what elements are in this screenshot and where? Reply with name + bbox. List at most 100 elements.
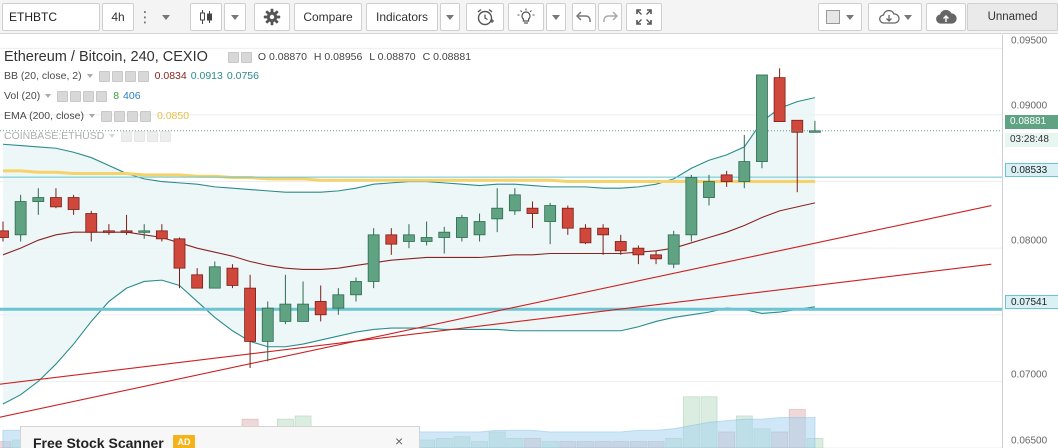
candle-body — [50, 197, 62, 208]
candle-body — [632, 247, 645, 256]
settings-icon[interactable] — [134, 130, 146, 142]
ohlc-o-value: 0.08870 — [269, 51, 307, 63]
caret-down-icon[interactable] — [109, 134, 116, 138]
price-axis[interactable]: 0.09500 0.09000 0.08000 0.07000 0.06500 … — [1002, 35, 1058, 448]
format-icon[interactable] — [126, 110, 138, 122]
candle-body — [738, 161, 751, 182]
ideas-dropdown[interactable] — [546, 3, 566, 31]
layout-name-button[interactable]: Unnamed — [967, 3, 1058, 31]
ohlc-o-label: O — [257, 51, 267, 63]
candle-body — [526, 207, 539, 214]
visibility-icon[interactable] — [121, 130, 133, 142]
candle-body — [261, 307, 274, 342]
bb-basis-value: 0.0834 — [154, 70, 187, 82]
vol-ma-value: 406 — [123, 90, 141, 102]
ideas-button[interactable] — [508, 3, 544, 31]
horizontal-lines[interactable] — [0, 176, 1002, 311]
gear-icon — [263, 8, 281, 26]
hline-price-badge: 0.08533 — [1005, 163, 1058, 177]
legend-bb-buttons[interactable] — [98, 70, 149, 82]
format-icon[interactable] — [83, 90, 95, 102]
color-picker-button[interactable] — [818, 3, 862, 31]
candle-body — [791, 119, 804, 133]
candle-body — [191, 274, 204, 289]
legend-overlay-buttons[interactable] — [121, 130, 172, 142]
visibility-icon[interactable] — [98, 70, 110, 82]
candle-body — [138, 230, 151, 233]
interval-more-button[interactable]: ⋮ — [136, 3, 154, 31]
candle-body — [720, 174, 733, 182]
interval-label: 4h — [111, 10, 125, 24]
settings-button[interactable] — [254, 3, 290, 31]
hline-price-badge: 0.07541 — [1005, 295, 1058, 309]
legend-main-row: Ethereum / Bitcoin, 240, CEXIO O 0.08870… — [4, 49, 471, 65]
ema-value: 0.0850 — [156, 110, 190, 122]
load-layout-button[interactable] — [868, 3, 922, 31]
close-icon[interactable] — [139, 110, 151, 122]
ohlc-h-value: 0.08956 — [324, 51, 363, 63]
caret-down-icon — [446, 14, 454, 20]
redo-icon — [603, 11, 618, 22]
caret-down-icon — [846, 14, 854, 20]
close-icon[interactable] — [137, 70, 149, 82]
ad-banner[interactable]: Free Stock Scanner AD × — [20, 426, 420, 448]
ohlc-c-value: 0.08881 — [433, 51, 472, 63]
fullscreen-button[interactable] — [626, 3, 662, 31]
indicators-button[interactable]: Indicators — [366, 3, 438, 31]
candle-body — [279, 303, 292, 322]
legend-vol-buttons[interactable] — [57, 90, 108, 102]
legend-overlay-row: COINBASE:ETHUSD — [4, 128, 177, 144]
caret-down-icon — [552, 14, 560, 20]
caret-down-icon[interactable] — [88, 114, 95, 118]
candle-body — [103, 230, 115, 233]
legend-vol-row: Vol (20) 8 406 — [4, 88, 145, 104]
candle-body — [120, 230, 133, 233]
close-icon[interactable]: × — [395, 433, 404, 448]
settings-icon[interactable] — [240, 51, 252, 63]
close-icon[interactable] — [160, 130, 172, 142]
caret-down-icon[interactable] — [86, 74, 93, 78]
candle-body — [314, 301, 327, 316]
candle-body — [173, 238, 186, 269]
compare-label: Compare — [303, 10, 353, 24]
compare-button[interactable]: Compare — [294, 3, 362, 31]
candle-body — [438, 231, 451, 238]
interval-button[interactable]: 4h — [102, 3, 134, 31]
indicators-dropdown[interactable] — [440, 3, 460, 31]
visibility-icon[interactable] — [227, 51, 239, 63]
trend-lines[interactable] — [0, 204, 992, 424]
settings-icon[interactable] — [70, 90, 82, 102]
visibility-icon[interactable] — [57, 90, 69, 102]
settings-icon[interactable] — [113, 110, 125, 122]
undo-button[interactable] — [572, 3, 596, 31]
candle-body — [809, 130, 821, 133]
candle-body — [667, 234, 680, 265]
candle-body — [226, 267, 239, 286]
alert-button[interactable] — [466, 3, 504, 31]
symbol-search-box[interactable]: ETHBTC — [2, 3, 100, 31]
undo-icon — [576, 11, 591, 22]
redo-button[interactable] — [598, 3, 622, 31]
close-icon[interactable] — [96, 90, 108, 102]
candle-body — [350, 281, 362, 296]
chart-style-button[interactable] — [190, 3, 222, 31]
price-chart[interactable] — [0, 35, 1002, 448]
interval-dropdown[interactable] — [156, 3, 176, 31]
axis-tick: 0.06500 — [1011, 435, 1048, 447]
format-icon[interactable] — [147, 130, 159, 142]
color-square-icon — [826, 10, 840, 24]
candle-body — [420, 237, 433, 242]
legend-main-buttons[interactable] — [227, 51, 252, 63]
chart-style-dropdown[interactable] — [224, 3, 246, 31]
visibility-icon[interactable] — [100, 110, 112, 122]
indicators-label: Indicators — [375, 10, 429, 24]
format-icon[interactable] — [124, 70, 136, 82]
caret-down-icon[interactable] — [45, 94, 52, 98]
legend-ema-buttons[interactable] — [100, 110, 151, 122]
legend-bb-row: BB (20, close, 2) 0.0834 0.0913 0.0756 — [4, 68, 263, 84]
ema-line — [3, 169, 815, 184]
caret-down-icon — [231, 14, 239, 20]
save-layout-button[interactable] — [926, 3, 966, 31]
settings-icon[interactable] — [111, 70, 123, 82]
